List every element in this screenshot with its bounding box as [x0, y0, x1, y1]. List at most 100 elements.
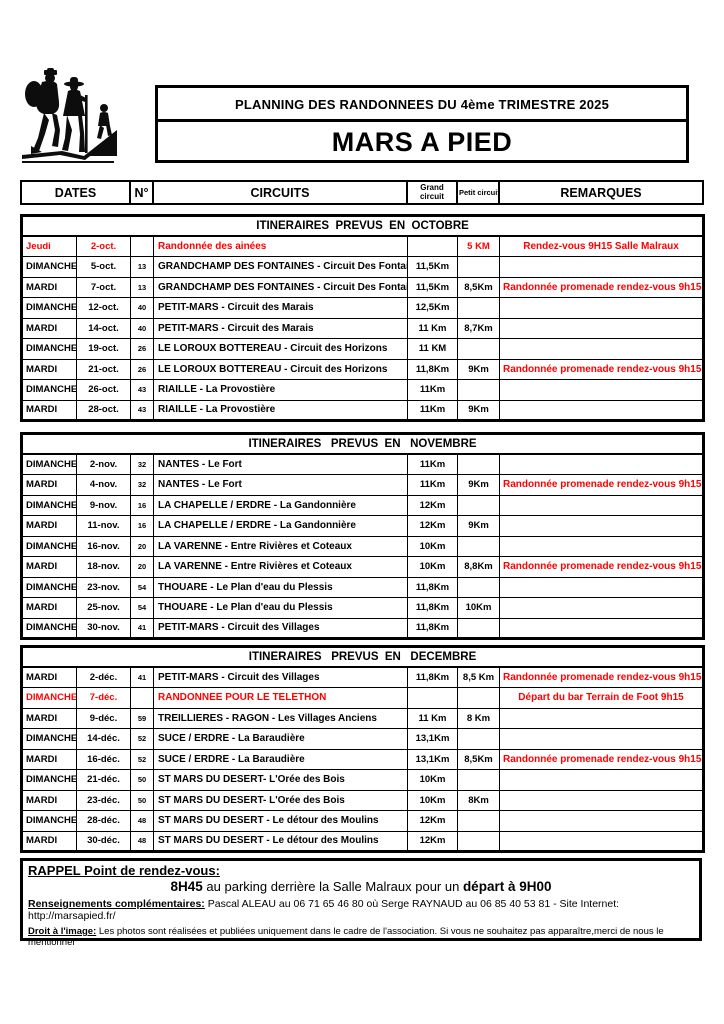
grand-circuit-distance-cell: 12Km: [407, 830, 458, 852]
date-cell: 18-nov.: [76, 556, 131, 578]
date-cell: 2-oct.: [76, 235, 131, 257]
circuit-number-cell: 32: [130, 474, 154, 496]
petit-circuit-distance-cell: [457, 830, 500, 852]
section-title-row: ITINERAIRES PREVUS EN OCTOBRE: [20, 215, 705, 237]
day-cell: DIMANCHE: [21, 769, 77, 791]
day-cell: DIMANCHE: [21, 617, 77, 639]
schedule-row: MARDI 18-nov. 20 LA VARENNE - Entre Rivi…: [21, 556, 704, 578]
remark-cell: [498, 338, 705, 360]
circuit-number-cell: 40: [130, 317, 154, 339]
grand-circuit-distance-cell: 12Km: [407, 810, 458, 832]
date-cell: 11-nov.: [76, 515, 131, 537]
contacts-label: Renseignements complémentaires:: [28, 898, 205, 910]
date-cell: 28-déc.: [76, 810, 131, 832]
grand-circuit-distance-cell: 11 Km: [407, 317, 458, 339]
day-cell: DIMANCHE: [21, 535, 77, 557]
circuit-name-cell: SUCE / ERDRE - La Baraudière: [153, 728, 408, 750]
circuit-name-cell: LE LOROUX BOTTEREAU - Circuit des Horizo…: [153, 358, 408, 380]
petit-circuit-distance-cell: 9Km: [457, 515, 500, 537]
schedule-row: MARDI 11-nov. 16 LA CHAPELLE / ERDRE - L…: [21, 515, 704, 537]
grand-circuit-distance-cell: 10Km: [407, 789, 458, 811]
hikers-logo: [22, 68, 118, 172]
day-cell: DIMANCHE: [21, 338, 77, 360]
schedule-row: DIMANCHE 9-nov. 16 LA CHAPELLE / ERDRE -…: [21, 494, 704, 516]
schedule-row: DIMANCHE 21-déc. 50 ST MARS DU DESERT- L…: [21, 769, 705, 791]
remark-cell: [498, 317, 705, 339]
date-cell: 4-nov.: [76, 474, 131, 496]
petit-circuit-distance-cell: [457, 810, 500, 832]
circuit-name-cell: PETIT-MARS - Circuit des Villages: [153, 666, 408, 688]
image-rights-label: Droit à l'image:: [28, 926, 97, 937]
date-cell: 25-nov.: [76, 597, 131, 619]
day-cell: DIMANCHE: [21, 453, 77, 475]
petit-circuit-distance-cell: 8,5Km: [457, 276, 500, 298]
footer-title: RAPPEL Point de rendez-vous:: [28, 863, 220, 878]
remark-cell: [498, 830, 705, 852]
circuit-name-cell: PETIT-MARS - Circuit des Marais: [153, 317, 408, 339]
day-cell: MARDI: [21, 748, 77, 770]
circuit-number-cell: 50: [130, 789, 154, 811]
november-table: ITINERAIRES PREVUS EN NOVEMBRE DIMANCHE …: [20, 432, 705, 640]
schedule-row: DIMANCHE 14-déc. 52 SUCE / ERDRE - La Ba…: [21, 728, 705, 750]
circuit-name-cell: Randonnée des ainées: [153, 235, 408, 257]
circuit-number-cell: 26: [130, 338, 154, 360]
day-cell: MARDI: [21, 358, 77, 380]
grand-circuit-distance-cell: [407, 687, 458, 709]
day-cell: MARDI: [21, 666, 77, 688]
petit-circuit-distance-cell: [457, 687, 500, 709]
meeting-point-line: 8H45 au parking derrière la Salle Malrau…: [28, 879, 694, 894]
remark-cell: [499, 453, 704, 475]
remark-cell: Rendez-vous 9H15 Salle Malraux: [498, 235, 705, 257]
circuit-name-cell: NANTES - Le Fort: [153, 474, 408, 496]
contacts-text: Pascal ALEAU au 06 71 65 46 80 où Serge …: [28, 898, 620, 922]
circuit-number-cell: 20: [130, 535, 154, 557]
date-cell: 12-oct.: [76, 297, 131, 319]
circuit-number-cell: 20: [130, 556, 154, 578]
circuit-name-cell: RANDONNEE POUR LE TELETHON: [153, 687, 408, 709]
december-table: ITINERAIRES PREVUS EN DECEMBRE MARDI 2-d…: [20, 645, 706, 853]
date-cell: 19-oct.: [76, 338, 131, 360]
circuit-name-cell: NANTES - Le Fort: [153, 453, 408, 475]
schedule-row: DIMANCHE 30-nov. 41 PETIT-MARS - Circuit…: [21, 617, 704, 639]
schedule-row: MARDI 25-nov. 54 THOUARE - Le Plan d'eau…: [21, 597, 704, 619]
col-num: N°: [129, 180, 154, 205]
circuit-name-cell: LA CHAPELLE / ERDRE - La Gandonnière: [153, 515, 408, 537]
date-cell: 2-déc.: [76, 666, 131, 688]
circuit-number-cell: 52: [130, 748, 154, 770]
day-cell: MARDI: [21, 276, 77, 298]
petit-circuit-distance-cell: [457, 297, 500, 319]
grand-circuit-distance-cell: 13,1Km: [407, 728, 458, 750]
day-cell: DIMANCHE: [21, 494, 77, 516]
petit-circuit-distance-cell: 8,5 Km: [457, 666, 500, 688]
remark-cell: Randonnée promenade rendez-vous 9h15: [498, 666, 705, 688]
col-circuits: CIRCUITS: [152, 180, 408, 205]
petit-circuit-distance-cell: 10Km: [457, 597, 500, 619]
grand-circuit-distance-cell: 12Km: [407, 494, 458, 516]
date-cell: 5-oct.: [76, 256, 131, 278]
circuit-number-cell: 16: [130, 494, 154, 516]
col-grand-circuit: Grand circuit: [406, 180, 458, 205]
day-cell: MARDI: [21, 830, 77, 852]
day-cell: DIMANCHE: [21, 297, 77, 319]
remark-cell: Randonnée promenade rendez-vous 9h15: [498, 748, 705, 770]
circuit-name-cell: GRANDCHAMP DES FONTAINES - Circuit Des F…: [153, 276, 408, 298]
remark-cell: Randonnée promenade rendez-vous 9h15: [498, 276, 705, 298]
circuit-number-cell: 13: [130, 256, 154, 278]
circuit-number-cell: 54: [130, 576, 154, 598]
circuit-name-cell: ST MARS DU DESERT - Le détour des Moulin…: [153, 810, 408, 832]
date-cell: 16-nov.: [76, 535, 131, 557]
circuit-number-cell: 43: [130, 399, 154, 421]
schedule-row: DIMANCHE 16-nov. 20 LA VARENNE - Entre R…: [21, 535, 704, 557]
schedule-row: DIMANCHE 12-oct. 40 PETIT-MARS - Circuit…: [21, 297, 705, 319]
section-title-row: ITINERAIRES PREVUS EN NOVEMBRE: [21, 433, 704, 455]
date-cell: 21-oct.: [76, 358, 131, 380]
circuit-number-cell: 16: [130, 515, 154, 537]
schedule-row: MARDI 30-déc. 48 ST MARS DU DESERT - Le …: [21, 830, 705, 852]
date-cell: 21-déc.: [76, 769, 131, 791]
date-cell: 7-déc.: [76, 687, 131, 709]
date-cell: 23-nov.: [76, 576, 131, 598]
circuit-number-cell: 41: [130, 666, 154, 688]
circuit-number-cell: 48: [130, 830, 154, 852]
date-cell: 2-nov.: [76, 453, 131, 475]
circuit-name-cell: LA VARENNE - Entre Rivières et Coteaux: [153, 556, 408, 578]
